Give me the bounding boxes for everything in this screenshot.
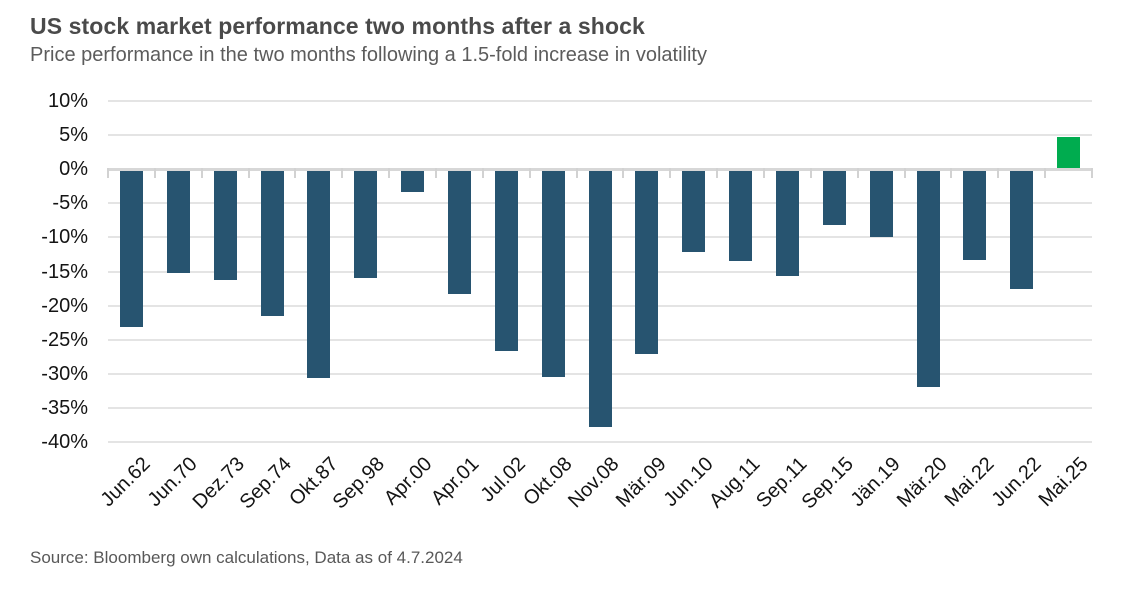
- gridline: [108, 134, 1092, 137]
- axis-tick: [248, 168, 250, 179]
- bar-Sep.11: [775, 170, 799, 276]
- axis-tick: [341, 168, 343, 179]
- y-tick-label: 5%: [59, 124, 88, 147]
- bar-Jun.10: [682, 170, 706, 253]
- bar-Sep.98: [354, 170, 378, 279]
- x-tick-label: Nov.08: [564, 453, 624, 513]
- plot-area: [107, 100, 1093, 443]
- y-tick-label: -15%: [41, 260, 88, 283]
- axis-tick: [763, 168, 765, 179]
- axis-tick: [1044, 168, 1046, 179]
- bar-Jun.70: [166, 170, 190, 273]
- x-tick-label: Jän.19: [846, 453, 905, 512]
- x-tick-label: Sep.11: [751, 453, 811, 513]
- bar-Apr.00: [401, 170, 425, 193]
- axis-tick: [201, 168, 203, 179]
- axis-tick: [857, 168, 859, 179]
- x-tick-label: Mär.20: [892, 453, 952, 512]
- y-tick-label: 0%: [59, 158, 88, 181]
- gridline: [108, 100, 1092, 102]
- source-note: Source: Bloomberg own calculations, Data…: [30, 548, 463, 567]
- x-tick-label: Jul.02: [476, 453, 530, 507]
- x-tick-label: Aug.11: [704, 453, 765, 513]
- bar-Apr.01: [447, 170, 471, 294]
- axis-tick: [388, 168, 390, 179]
- y-tick-label: -35%: [41, 396, 88, 419]
- axis-tick: [1091, 168, 1093, 179]
- x-tick-label: Jun.22: [987, 453, 1046, 512]
- bar-Dez.73: [213, 170, 237, 280]
- x-tick-label: Mär.09: [611, 453, 671, 512]
- y-tick-label: -25%: [41, 328, 88, 351]
- axis-tick: [669, 168, 671, 179]
- axis-tick: [482, 168, 484, 179]
- y-tick-label: -20%: [41, 294, 88, 317]
- bar-Okt.08: [541, 170, 565, 377]
- bar-Mär.20: [916, 170, 940, 387]
- bar-Jun.22: [1010, 170, 1034, 290]
- gridline: [108, 441, 1092, 443]
- bar-Aug.11: [729, 170, 753, 261]
- x-tick-label: Jun.10: [659, 453, 718, 512]
- bar-Jun.62: [119, 170, 143, 328]
- axis-tick: [576, 168, 578, 179]
- y-tick-label: -5%: [52, 192, 88, 215]
- x-tick-label: Apr.01: [426, 453, 483, 510]
- axis-tick: [950, 168, 952, 179]
- x-tick-label: Dez.73: [188, 453, 249, 514]
- zero-axis-line: [108, 168, 1092, 172]
- chart-title: US stock market performance two months a…: [30, 13, 645, 39]
- bar-Jul.02: [494, 170, 518, 351]
- bar-Jän.19: [869, 170, 893, 237]
- x-tick-label: Mai.25: [1034, 453, 1093, 512]
- axis-tick: [294, 168, 296, 179]
- x-tick-label: Apr.00: [379, 453, 437, 510]
- bar-Sep.15: [822, 170, 846, 226]
- y-tick-label: -10%: [41, 226, 88, 249]
- bar-Mai.25: [1057, 137, 1081, 170]
- bar-Nov.08: [588, 170, 612, 427]
- bar-Sep.74: [260, 170, 284, 317]
- x-tick-label: Sep.15: [797, 453, 858, 514]
- bar-Okt.87: [307, 170, 331, 378]
- y-tick-label: -40%: [41, 431, 88, 453]
- axis-tick: [154, 168, 156, 179]
- bar-Mär.09: [635, 170, 659, 354]
- axis-tick: [716, 168, 718, 179]
- x-tick-label: Mai.22: [940, 453, 999, 512]
- axis-tick: [997, 168, 999, 179]
- axis-tick: [107, 168, 109, 179]
- y-tick-label: 10%: [47, 90, 88, 112]
- axis-tick: [435, 168, 437, 179]
- y-axis: 10% 5% 0% -5% -10% -15% -20% -25% -30% -35% -40%: [0, 90, 88, 453]
- bar-Mai.22: [963, 170, 987, 260]
- x-tick-label: Sep.98: [328, 453, 390, 514]
- x-tick-label: Jun.62: [96, 453, 155, 512]
- y-tick-label: -30%: [41, 362, 88, 385]
- axis-tick: [810, 168, 812, 179]
- axis-tick: [622, 168, 624, 179]
- axis-tick: [529, 168, 531, 179]
- chart-subtitle: Price performance in the two months foll…: [30, 44, 707, 66]
- x-tick-label: Sep.74: [235, 453, 296, 514]
- axis-tick: [904, 168, 906, 179]
